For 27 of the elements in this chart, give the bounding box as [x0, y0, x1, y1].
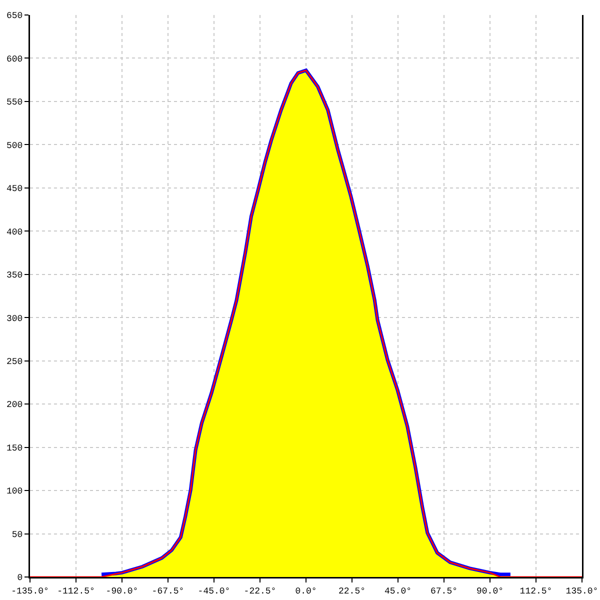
x-tick-label: -22.5° [244, 586, 276, 596]
y-tick-label: 600 [6, 54, 23, 64]
x-tick-label: 22.5° [338, 586, 366, 596]
y-tick-label: 650 [6, 11, 23, 22]
x-tick-label: 90.0° [476, 586, 504, 596]
y-tick-label: 400 [6, 227, 23, 238]
x-tick-label: 135.0° [566, 586, 598, 596]
x-tick-label: -45.0° [198, 586, 230, 596]
x-tick-label: 45.0° [384, 586, 412, 596]
y-tick-label: 100 [6, 486, 23, 497]
y-tick-label: 0 [17, 573, 23, 584]
y-tick-label: 450 [6, 184, 23, 194]
y-tick-label: 300 [6, 314, 23, 324]
y-tick-label: 500 [6, 140, 23, 151]
x-tick-label: -135.0° [11, 586, 49, 596]
y-tick-label: 350 [6, 270, 23, 281]
y-tick-label: 50 [12, 530, 23, 540]
x-tick-label: 0.0° [295, 586, 317, 596]
y-tick-label: 250 [6, 357, 23, 367]
y-tick-label: 200 [6, 400, 23, 410]
y-tick-label: 150 [6, 443, 23, 454]
x-tick-label: 112.5° [520, 586, 552, 596]
x-tick-label: 67.5° [430, 586, 458, 596]
y-tick-label: 550 [6, 98, 23, 108]
x-tick-label: -90.0° [106, 586, 138, 596]
x-tick-label: -67.5° [152, 586, 184, 596]
x-tick-label: -112.5° [57, 586, 95, 596]
